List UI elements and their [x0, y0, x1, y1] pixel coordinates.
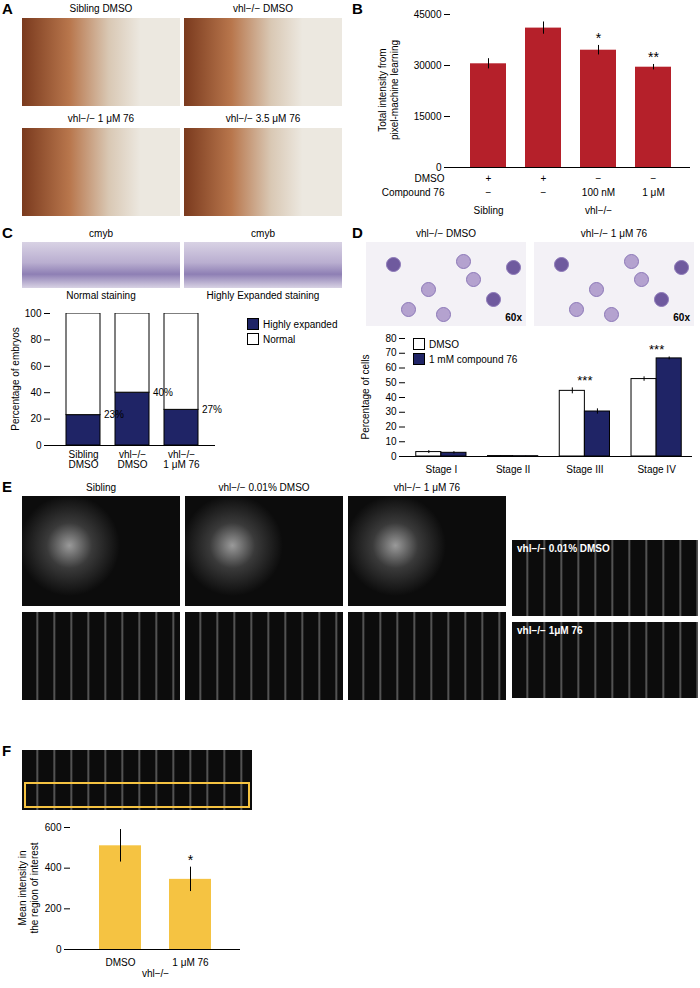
svg-text:1 μM 76: 1 μM 76 — [172, 957, 209, 968]
svg-text:+: + — [486, 173, 492, 184]
html-text:Percentage of cells: Percentage of cells — [360, 354, 372, 440]
svg-text:80: 80 — [30, 334, 42, 345]
html-text:A: A — [2, 0, 13, 17]
svg-text:15000: 15000 — [414, 111, 442, 122]
svg-text:DMSO: DMSO — [415, 173, 445, 184]
html-text:Mean intensity in the region o: Mean intensity in the region of interest — [16, 842, 39, 934]
svg-text:27%: 27% — [202, 404, 222, 415]
svg-text:vhl−/−DMSO: vhl−/−DMSO — [118, 449, 148, 470]
html-text:DMSO: DMSO — [429, 338, 459, 350]
html-text:vhl−/− 1 μM 76: vhl−/− 1 μM 76 — [67, 113, 135, 124]
html-text:cmyb: cmyb — [89, 228, 113, 239]
html-text:60x: 60x — [673, 312, 690, 323]
svg-text:vhl−/−: vhl−/− — [142, 968, 169, 979]
svg-text:45000: 45000 — [414, 9, 442, 20]
html-text:cmyb: cmyb — [251, 228, 275, 239]
svg-text:Stage III: Stage III — [566, 464, 603, 475]
svg-text:−: − — [541, 187, 547, 198]
svg-text:200: 200 — [45, 903, 62, 914]
svg-text:40%: 40% — [153, 387, 173, 398]
html-text:vhl−/− 1 μM 76: vhl−/− 1 μM 76 — [393, 482, 461, 493]
svg-text:0: 0 — [436, 162, 442, 173]
svg-text:1 μM: 1 μM — [642, 187, 664, 198]
html-text:vhl−/− 1μM 76: vhl−/− 1μM 76 — [517, 625, 583, 636]
html-text:F: F — [2, 742, 12, 759]
html-text:E: E — [2, 478, 12, 495]
html-text:Highly Expanded staining: Highly Expanded staining — [206, 290, 320, 301]
svg-text:60: 60 — [30, 361, 42, 372]
html-text:vhl−/− DMSO: vhl−/− DMSO — [233, 3, 293, 14]
svg-text:−: − — [596, 173, 602, 184]
svg-text:Stage I: Stage I — [426, 464, 458, 475]
html-text:Total intensity from pixel-mac: Total intensity from pixel-machine learn… — [376, 40, 399, 140]
svg-text:SiblingDMSO: SiblingDMSO — [68, 449, 98, 470]
svg-text:100: 100 — [25, 308, 42, 319]
svg-text:80: 80 — [385, 333, 397, 344]
svg-text:10: 10 — [385, 436, 397, 447]
svg-text:Compound 76: Compound 76 — [382, 187, 445, 198]
svg-text:20: 20 — [30, 413, 42, 424]
svg-text:40: 40 — [30, 387, 42, 398]
svg-text:vhl−/−1 μM 76: vhl−/−1 μM 76 — [163, 449, 200, 470]
html-text:Sibling: Sibling — [86, 482, 116, 493]
svg-text:*: * — [188, 852, 194, 868]
html-text:vhl−/− DMSO: vhl−/− DMSO — [416, 228, 476, 239]
html-text:C: C — [2, 224, 13, 241]
svg-text:40: 40 — [385, 392, 397, 403]
svg-text:20: 20 — [385, 421, 397, 432]
html-text:vhl−/− 3.5 μM 76: vhl−/− 3.5 μM 76 — [225, 113, 301, 124]
svg-text:30: 30 — [385, 406, 397, 417]
svg-text:Sibling: Sibling — [473, 205, 503, 216]
svg-text:0: 0 — [56, 944, 62, 955]
svg-text:*: * — [596, 30, 602, 46]
html-text:Sibling DMSO: Sibling DMSO — [69, 3, 133, 14]
svg-text:***: *** — [649, 342, 664, 357]
svg-text:0: 0 — [391, 451, 397, 462]
svg-text:400: 400 — [45, 862, 62, 873]
svg-text:−: − — [651, 173, 657, 184]
html-text:Normal staining: Normal staining — [66, 290, 136, 301]
html-text:vhl−/− 0.01% DMSO: vhl−/− 0.01% DMSO — [517, 543, 610, 554]
svg-text:0: 0 — [36, 440, 42, 451]
svg-text:600: 600 — [45, 822, 62, 833]
html-text:Normal: Normal — [263, 333, 296, 345]
html-text:1 mM compound 76: 1 mM compound 76 — [429, 353, 518, 365]
svg-text:100 nM: 100 nM — [582, 187, 615, 198]
svg-text:**: ** — [648, 49, 659, 65]
html-text:D: D — [352, 224, 363, 241]
svg-text:+: + — [541, 173, 547, 184]
svg-text:23%: 23% — [104, 409, 124, 420]
svg-text:60: 60 — [385, 362, 397, 373]
svg-text:70: 70 — [385, 347, 397, 358]
svg-text:−: − — [486, 187, 492, 198]
svg-text:Stage IV: Stage IV — [637, 464, 676, 475]
html-text:Highly expanded: Highly expanded — [263, 318, 338, 330]
svg-text:DMSO: DMSO — [106, 957, 136, 968]
svg-text:Stage II: Stage II — [496, 464, 530, 475]
svg-text:30000: 30000 — [414, 60, 442, 71]
html-text:vhl−/− 0.01% DMSO: vhl−/− 0.01% DMSO — [218, 482, 310, 493]
html-text:vhl−/− 1 μM 76: vhl−/− 1 μM 76 — [580, 228, 648, 239]
html-text:60x: 60x — [505, 312, 522, 323]
svg-text:vhl−/−: vhl−/− — [585, 205, 612, 216]
svg-text:50: 50 — [385, 377, 397, 388]
svg-text:***: *** — [577, 373, 592, 388]
html-text:B: B — [352, 0, 363, 17]
html-text:Percentage of embryos: Percentage of embryos — [10, 327, 22, 431]
